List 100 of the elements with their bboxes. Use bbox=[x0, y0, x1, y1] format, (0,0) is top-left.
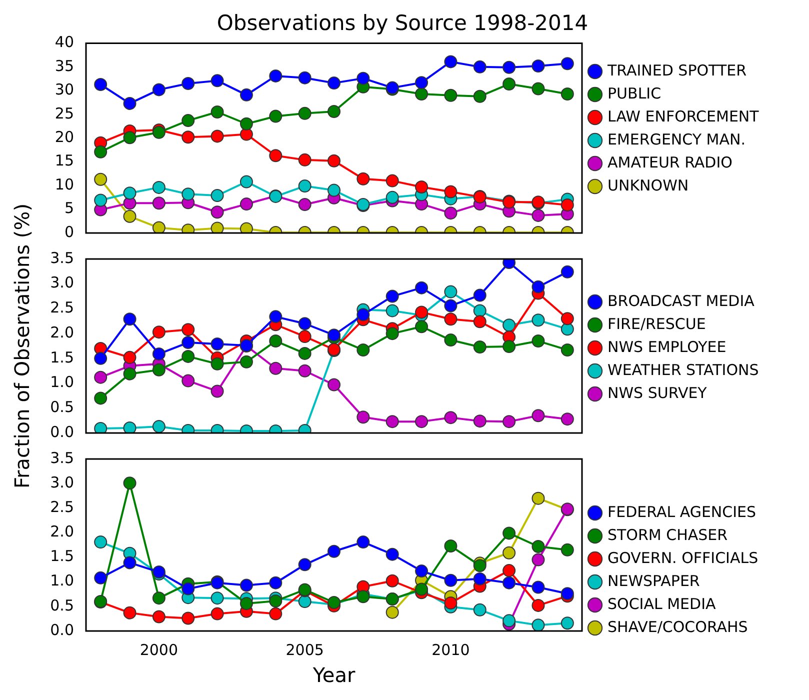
point bbox=[328, 378, 340, 392]
point bbox=[444, 185, 458, 198]
point bbox=[444, 55, 458, 68]
point bbox=[94, 422, 108, 433]
point bbox=[473, 304, 486, 318]
point bbox=[152, 347, 166, 360]
point bbox=[210, 189, 224, 202]
point bbox=[356, 308, 370, 322]
point bbox=[123, 186, 136, 200]
point bbox=[269, 334, 282, 348]
y-tick-label: 3.5 bbox=[50, 448, 74, 467]
point bbox=[269, 362, 282, 375]
point bbox=[298, 330, 312, 344]
point bbox=[502, 60, 516, 74]
point bbox=[298, 317, 312, 330]
point bbox=[240, 596, 253, 610]
point bbox=[182, 77, 195, 90]
point bbox=[269, 149, 282, 162]
point bbox=[269, 594, 282, 608]
point bbox=[328, 328, 340, 342]
point bbox=[444, 299, 458, 312]
y-tick-label: 5 bbox=[64, 199, 74, 218]
point bbox=[532, 409, 545, 422]
y-tick-label: 0 bbox=[64, 222, 74, 241]
point bbox=[240, 128, 253, 141]
point bbox=[532, 334, 545, 348]
legend-label: BROADCAST MEDIA bbox=[608, 292, 756, 310]
point bbox=[94, 78, 108, 91]
point bbox=[356, 343, 370, 356]
legend-label: SHAVE/COCORAHS bbox=[608, 618, 748, 636]
point bbox=[473, 559, 486, 572]
point bbox=[210, 607, 224, 620]
point bbox=[240, 355, 253, 368]
point bbox=[473, 603, 486, 616]
y-tick-label: 20 bbox=[54, 128, 74, 146]
y-tick-label: 0.0 bbox=[50, 620, 74, 639]
point bbox=[502, 340, 516, 353]
y-tick-label: 3.0 bbox=[50, 274, 74, 292]
point bbox=[415, 76, 428, 90]
point bbox=[356, 410, 370, 424]
point bbox=[210, 74, 224, 88]
legend-label: NWS SURVEY bbox=[608, 384, 708, 402]
point bbox=[560, 616, 574, 630]
point bbox=[269, 110, 282, 123]
point bbox=[356, 172, 370, 186]
point bbox=[560, 87, 574, 100]
point bbox=[240, 88, 253, 102]
legend-label: NWS EMPLOYEE bbox=[608, 338, 726, 356]
y-tick-label: 0.5 bbox=[50, 596, 74, 614]
point bbox=[182, 114, 195, 128]
point bbox=[532, 598, 545, 612]
point bbox=[298, 346, 312, 360]
point bbox=[182, 582, 195, 596]
point bbox=[210, 222, 224, 233]
point bbox=[210, 357, 224, 370]
legend-label: EMERGENCY MAN. bbox=[608, 130, 746, 148]
point bbox=[269, 576, 282, 590]
point bbox=[182, 350, 195, 363]
y-tick-label: 1.5 bbox=[50, 547, 74, 566]
point bbox=[94, 536, 108, 549]
point bbox=[152, 221, 166, 233]
point bbox=[123, 96, 136, 110]
point bbox=[386, 327, 399, 340]
point bbox=[386, 174, 399, 188]
point bbox=[473, 414, 486, 428]
point bbox=[152, 363, 166, 376]
point bbox=[356, 590, 370, 604]
point bbox=[532, 540, 545, 553]
point bbox=[182, 374, 195, 388]
point bbox=[152, 196, 166, 210]
point bbox=[210, 384, 224, 398]
point bbox=[386, 190, 399, 204]
point bbox=[444, 596, 458, 610]
point bbox=[386, 548, 399, 561]
point bbox=[532, 82, 545, 96]
point bbox=[269, 310, 282, 324]
point bbox=[473, 60, 486, 74]
y-tick-label: 2.0 bbox=[50, 323, 74, 342]
legend-label: UNKNOWN bbox=[608, 176, 689, 194]
point bbox=[473, 288, 486, 302]
y-tick-label: 1.0 bbox=[50, 373, 74, 392]
point bbox=[298, 558, 312, 572]
point bbox=[532, 580, 545, 594]
x-tick-label: 2005 bbox=[286, 640, 324, 659]
y-tick-label: 2.5 bbox=[50, 298, 74, 317]
point bbox=[152, 83, 166, 96]
point bbox=[415, 415, 428, 428]
point bbox=[532, 492, 545, 505]
y-tick-label: 25 bbox=[54, 104, 74, 122]
point bbox=[502, 614, 516, 628]
point bbox=[240, 222, 253, 233]
point bbox=[210, 106, 224, 119]
point bbox=[152, 592, 166, 605]
point bbox=[240, 198, 253, 211]
legend-label: LAW ENFORCEMENT bbox=[608, 107, 760, 126]
point bbox=[415, 180, 428, 194]
point bbox=[240, 117, 253, 130]
point bbox=[298, 180, 312, 193]
point bbox=[502, 415, 516, 428]
point bbox=[94, 194, 108, 207]
